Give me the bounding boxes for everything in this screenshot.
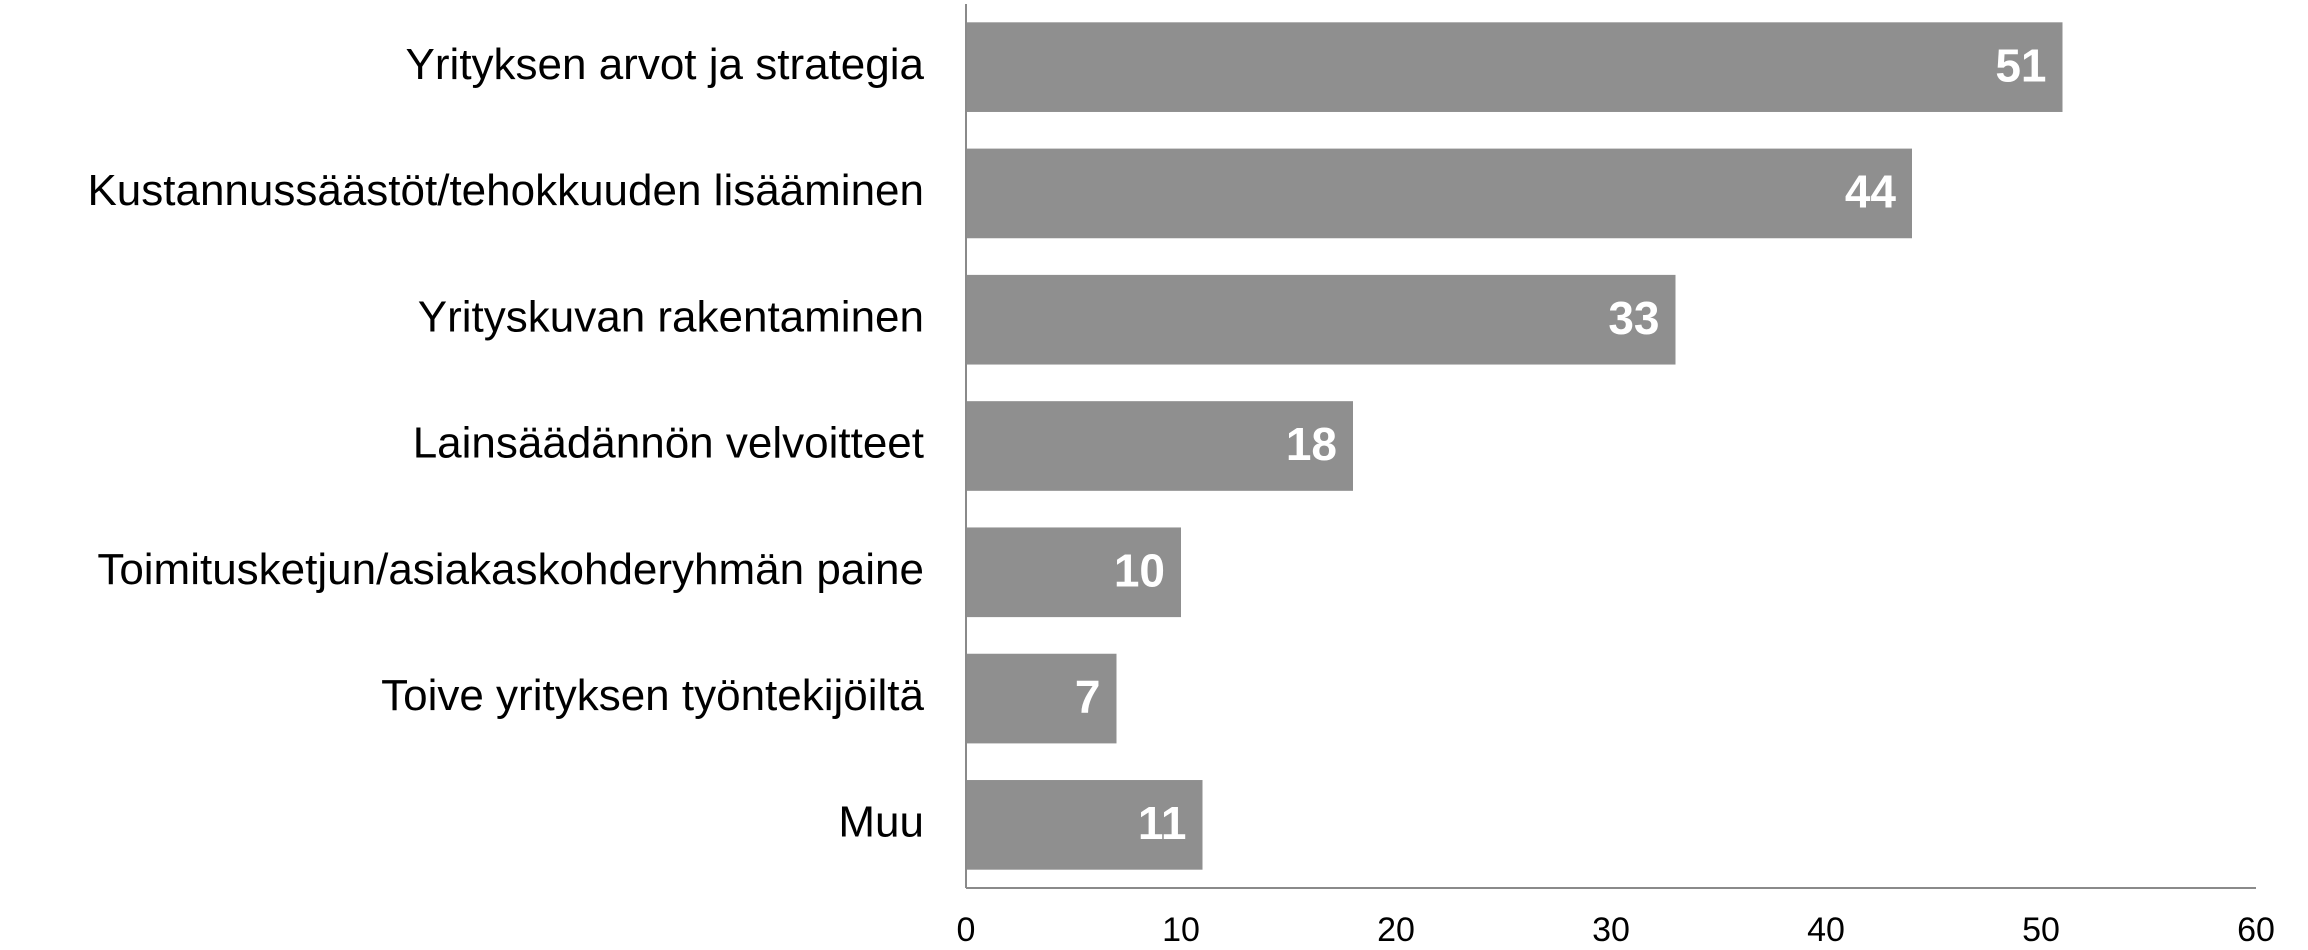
bar	[966, 22, 2063, 112]
bar	[966, 653, 1117, 744]
x-tick-label: 0	[957, 911, 976, 949]
y-tick-label: Toive yrityksen työntekijöiltä	[381, 671, 924, 720]
y-tick-label: Lainsäädännön velvoitteet	[413, 419, 924, 468]
value-label: 18	[1286, 418, 1337, 470]
y-tick-label: Yrityskuvan rakentaminen	[418, 292, 924, 341]
value-label: 33	[1608, 292, 1659, 344]
value-label: 7	[1075, 671, 1101, 723]
bar	[966, 148, 1912, 239]
x-tick-label: 30	[1592, 911, 1630, 949]
y-tick-label: Yrityksen arvot ja strategia	[406, 40, 925, 89]
value-label: 11	[1138, 797, 1187, 849]
y-tick-label: Kustannussäästöt/tehokkuuden lisääminen	[87, 166, 924, 215]
x-tick-label: 40	[1807, 911, 1845, 949]
y-tick-label: Toimitusketjun/asiakaskohderyhmän paine	[97, 545, 924, 594]
value-label: 51	[1995, 39, 2046, 91]
bar	[966, 527, 1181, 618]
bar	[966, 274, 1676, 365]
x-tick-label: 60	[2237, 911, 2275, 949]
y-tick-label: Muu	[838, 797, 924, 846]
value-label: 44	[1845, 166, 1897, 218]
bar	[966, 780, 1203, 870]
bar	[966, 401, 1353, 491]
x-tick-label: 10	[1162, 911, 1200, 949]
x-tick-label: 50	[2022, 911, 2060, 949]
x-tick-label: 20	[1377, 911, 1415, 949]
value-label: 10	[1114, 544, 1165, 596]
